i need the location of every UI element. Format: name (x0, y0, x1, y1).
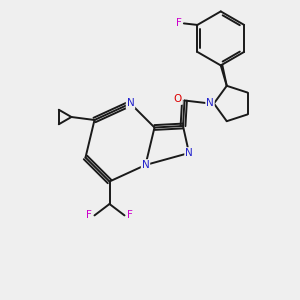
Text: O: O (174, 94, 182, 104)
Text: F: F (86, 210, 92, 220)
Text: N: N (206, 98, 214, 109)
Text: F: F (176, 18, 182, 28)
Text: N: N (142, 160, 149, 170)
Text: N: N (185, 148, 193, 158)
Text: F: F (127, 210, 133, 220)
Text: N: N (127, 98, 134, 109)
